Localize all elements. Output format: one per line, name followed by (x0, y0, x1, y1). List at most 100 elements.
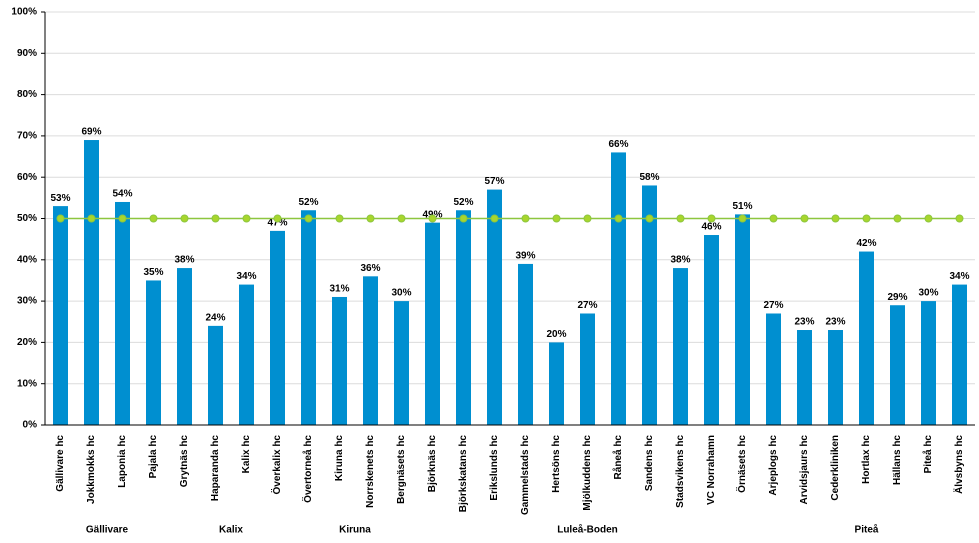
reference-dot (490, 214, 499, 223)
bar (735, 214, 750, 425)
bar (270, 230, 285, 425)
reference-dot (645, 214, 654, 223)
y-tick-label: 50% (17, 213, 37, 224)
x-tick-label: Kiruna hc (334, 435, 345, 482)
value-label: 34% (949, 271, 969, 282)
reference-dot (366, 214, 375, 223)
x-tick-label: Överkalix hc (270, 435, 283, 495)
x-tick-label: Jokkmokks hc (86, 435, 97, 504)
value-label: 31% (329, 284, 349, 295)
value-label: 38% (670, 255, 690, 266)
reference-dot (893, 214, 902, 223)
y-tick-label: 40% (17, 254, 37, 265)
bar (208, 325, 223, 425)
value-label: 58% (639, 172, 659, 183)
bar (239, 284, 254, 425)
x-tick-label: Gammelstads hc (520, 435, 531, 515)
value-label: 51% (732, 201, 752, 212)
x-tick-label: Kalix hc (241, 435, 252, 474)
x-tick-label: Pajala hc (148, 435, 159, 479)
x-tick-label: Hortlax hc (861, 435, 872, 484)
x-tick-label: VC Norrahamn (706, 435, 717, 505)
bar (146, 280, 161, 425)
value-label: 52% (298, 197, 318, 208)
bar (84, 140, 99, 425)
value-label: 27% (763, 300, 783, 311)
x-tick-label: Laponia hc (117, 435, 128, 488)
reference-dot (521, 214, 530, 223)
reference-dot (676, 214, 685, 223)
bar (828, 330, 843, 425)
reference-dot (56, 214, 65, 223)
bar (518, 263, 533, 425)
y-tick-label: 20% (17, 337, 37, 348)
x-tick-label: Björkskatans hc (458, 435, 469, 513)
bar (766, 313, 781, 425)
x-tick-label: Råneå hc (612, 435, 624, 480)
reference-dot (397, 214, 406, 223)
x-tick-label: Mjölkuddens hc (582, 435, 593, 511)
bar (921, 301, 936, 425)
bar (673, 268, 688, 425)
reference-dot (118, 214, 127, 223)
bar (394, 301, 409, 425)
value-label: 30% (918, 288, 938, 299)
x-tick-label: Norrskenets hc (365, 435, 376, 508)
x-tick-label: Bergnäsets hc (396, 435, 407, 504)
reference-dot (180, 214, 189, 223)
value-label: 20% (546, 329, 566, 340)
reference-dot (924, 214, 933, 223)
bar (363, 276, 378, 425)
y-tick-label: 0% (23, 420, 38, 431)
x-tick-label: Björknäs hc (427, 435, 438, 493)
x-tick-label: Arvidsjaurs hc (799, 435, 810, 505)
bar (487, 189, 502, 425)
reference-dot (800, 214, 809, 223)
reference-dot (738, 214, 747, 223)
reference-dot (428, 214, 437, 223)
bar (580, 313, 595, 425)
bar (704, 235, 719, 425)
value-label: 29% (887, 292, 907, 303)
bar (611, 152, 626, 426)
x-tick-label: Älvsbyns hc (952, 435, 965, 494)
bar (53, 206, 68, 425)
x-tick-label: Arjeplogs hc (768, 435, 779, 496)
value-label: 35% (143, 267, 163, 278)
reference-dot (273, 214, 282, 223)
value-label: 34% (236, 271, 256, 282)
reference-dot (304, 214, 313, 223)
y-tick-label: 30% (17, 296, 37, 307)
value-label: 38% (174, 255, 194, 266)
reference-dot (614, 214, 623, 223)
x-tick-label: Hertsöns hc (551, 435, 562, 493)
bar (115, 201, 130, 425)
value-label: 27% (577, 300, 597, 311)
bar (890, 305, 905, 425)
group-label: Piteå (855, 524, 879, 536)
reference-dot (831, 214, 840, 223)
y-tick-label: 60% (17, 172, 37, 183)
value-label: 23% (825, 317, 845, 328)
x-tick-label: Örnäsets hc (735, 435, 748, 493)
y-tick-label: 90% (17, 48, 37, 59)
reference-dot (459, 214, 468, 223)
y-tick-label: 100% (11, 7, 37, 18)
y-tick-label: 10% (17, 378, 37, 389)
reference-dot (583, 214, 592, 223)
bar (332, 296, 347, 425)
value-label: 30% (391, 288, 411, 299)
y-tick-label: 70% (17, 131, 37, 142)
reference-dot (862, 214, 871, 223)
bar (549, 342, 564, 425)
x-tick-label: Sandens hc (644, 435, 655, 492)
bar (456, 210, 471, 425)
value-label: 53% (50, 193, 70, 204)
bar (797, 330, 812, 425)
value-label: 66% (608, 139, 628, 150)
group-label: Kalix (219, 525, 243, 536)
value-label: 57% (484, 176, 504, 187)
x-tick-label: Hällans hc (892, 435, 903, 485)
bar (425, 222, 440, 425)
